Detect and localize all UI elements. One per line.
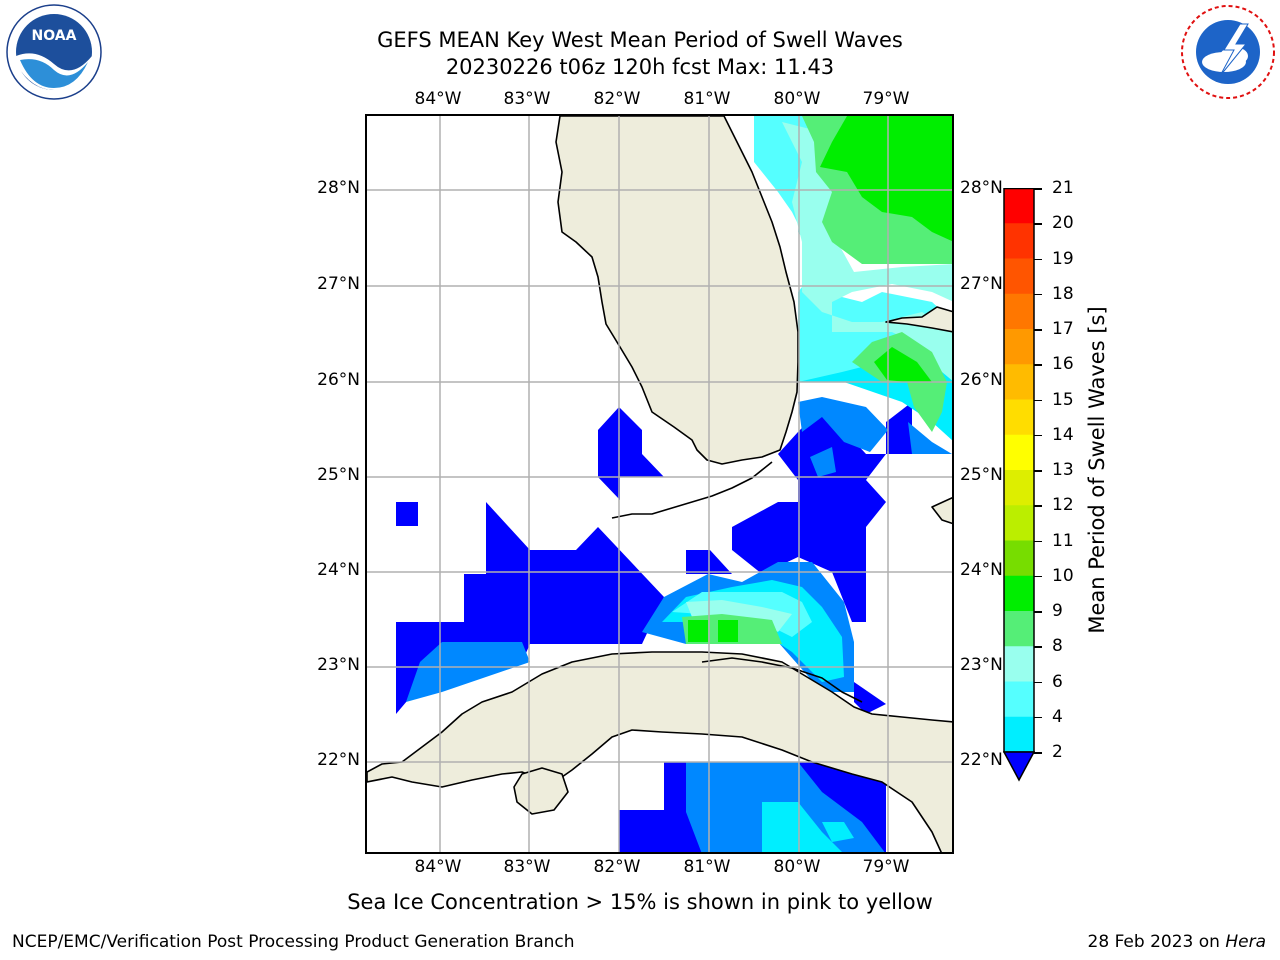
colorbar-tick-mark [1034, 434, 1042, 437]
bahamas-island [885, 306, 952, 333]
lat-label-left: 23°N [317, 655, 360, 675]
colorbar-tick-label: 13 [1052, 460, 1074, 480]
colorbar-tick-mark [1034, 293, 1042, 296]
bahamas-island [931, 497, 952, 525]
colorbar-tick-mark [1034, 399, 1042, 401]
lon-label-bottom: 81°W [683, 857, 731, 877]
colorbar-swatch [1004, 293, 1034, 330]
colorbar-swatch [1004, 364, 1034, 400]
cuba-keys [701, 657, 863, 703]
colorbar-tick-label: 6 [1052, 671, 1063, 692]
colorbar-tick-mark [1034, 188, 1042, 190]
colorbar-tick-mark [1034, 752, 1042, 754]
noaa-logo: NOAA [6, 4, 102, 100]
colorbar-label: Mean Period of Swell Waves [s] [1085, 306, 1109, 634]
colorbar-tick-label: 15 [1052, 389, 1074, 410]
lon-label-top: 81°W [683, 89, 731, 109]
colorbar-tick-label: 11 [1052, 530, 1074, 551]
colorbar-swatch [1004, 329, 1034, 365]
lat-label-left: 25°N [317, 465, 360, 485]
lat-label-right: 23°N [960, 655, 1003, 675]
colorbar-tick-label: 21 [1052, 178, 1074, 198]
lon-label-bottom: 83°W [503, 857, 551, 877]
colorbar-swatch [1004, 399, 1034, 436]
colorbar-under-extension [1002, 751, 1036, 782]
noaa-logo-text: NOAA [32, 28, 77, 44]
colorbar-tick-label: 20 [1052, 213, 1074, 234]
lat-label-right: 26°N [960, 370, 1003, 390]
isla-de-la-juventud [513, 767, 569, 815]
colorbar-tick-mark [1034, 646, 1042, 648]
lat-label-left: 28°N [317, 178, 360, 198]
colorbar-swatch [1004, 223, 1034, 259]
colorbar-tick-label: 16 [1052, 354, 1074, 375]
colorbar-swatch [1004, 540, 1034, 577]
florida-keys [611, 461, 773, 519]
lon-label-bottom: 80°W [773, 857, 821, 877]
colorbar [1002, 187, 1036, 792]
lon-label-bottom: 79°W [862, 857, 910, 877]
colorbar-tick-mark [1034, 329, 1042, 331]
colorbar-tick-mark [1034, 364, 1042, 366]
colorbar-swatch [1004, 646, 1034, 682]
lat-label-right: 28°N [960, 178, 1003, 198]
colorbar-tick-label: 12 [1052, 495, 1074, 516]
chart-title: GEFS MEAN Key West Mean Period of Swell … [377, 28, 903, 52]
lat-label-right: 25°N [960, 465, 1003, 485]
colorbar-tick-mark [1034, 223, 1042, 225]
footer-credit: NCEP/EMC/Verification Post Processing Pr… [12, 932, 575, 952]
lat-label-right: 27°N [960, 274, 1003, 294]
land [367, 116, 952, 852]
colorbar-tick-mark [1034, 505, 1042, 507]
lat-label-right: 22°N [960, 750, 1003, 770]
lat-label-left: 26°N [317, 370, 360, 390]
sea-ice-note: Sea Ice Concentration > 15% is shown in … [347, 890, 933, 914]
colorbar-swatch [1004, 505, 1034, 541]
graticule [367, 116, 952, 852]
colorbar-tick-mark [1034, 470, 1042, 472]
lon-label-top: 84°W [414, 89, 462, 109]
colorbar-swatch [1004, 188, 1034, 224]
colorbar-tick-label: 19 [1052, 248, 1074, 269]
lat-label-left: 24°N [317, 560, 360, 580]
colorbar-tick-mark [1034, 681, 1042, 683]
colorbar-swatch [1004, 611, 1034, 647]
nws-logo [1180, 4, 1276, 100]
colorbar-swatch [1004, 470, 1034, 506]
colorbar-tick-label: 18 [1052, 283, 1074, 304]
colorbar-swatch [1004, 575, 1034, 612]
lat-label-left: 27°N [317, 274, 360, 294]
colorbar-tick-mark [1034, 716, 1042, 719]
colorbar-tick-label: 2 [1052, 742, 1063, 762]
colorbar-swatch [1004, 716, 1034, 753]
lat-label-right: 24°N [960, 560, 1003, 580]
footer-date-text: 28 Feb 2023 on [1087, 932, 1226, 952]
lon-label-bottom: 84°W [414, 857, 462, 877]
lon-label-top: 79°W [862, 89, 910, 109]
lat-label-left: 22°N [317, 750, 360, 770]
colorbar-tick-label: 9 [1052, 601, 1063, 621]
footer-host: Hera [1225, 932, 1266, 952]
colorbar-tick-label: 10 [1052, 565, 1074, 586]
colorbar-swatch [1004, 434, 1034, 471]
lon-label-bottom: 82°W [593, 857, 641, 877]
colorbar-tick-mark [1034, 611, 1042, 613]
map-panel [365, 114, 954, 854]
chart-subtitle: 20230226 t06z 120h fcst Max: 11.43 [445, 55, 835, 79]
swell-period-field [396, 116, 952, 852]
colorbar-tick-label: 8 [1052, 636, 1063, 657]
florida-peninsula [555, 116, 799, 465]
footer-date: 28 Feb 2023 on Hera [1088, 932, 1266, 952]
colorbar-tick-label: 17 [1052, 319, 1074, 339]
lon-label-top: 83°W [503, 89, 551, 109]
colorbar-tick-label: 4 [1052, 706, 1063, 727]
colorbar-tick-label: 14 [1052, 424, 1074, 445]
lon-label-top: 82°W [593, 89, 641, 109]
colorbar-swatch [1004, 681, 1034, 718]
colorbar-tick-mark [1034, 540, 1042, 542]
colorbar-tick-mark [1034, 575, 1042, 578]
lon-label-top: 80°W [773, 89, 821, 109]
colorbar-swatch [1004, 258, 1034, 295]
colorbar-tick-mark [1034, 258, 1042, 260]
